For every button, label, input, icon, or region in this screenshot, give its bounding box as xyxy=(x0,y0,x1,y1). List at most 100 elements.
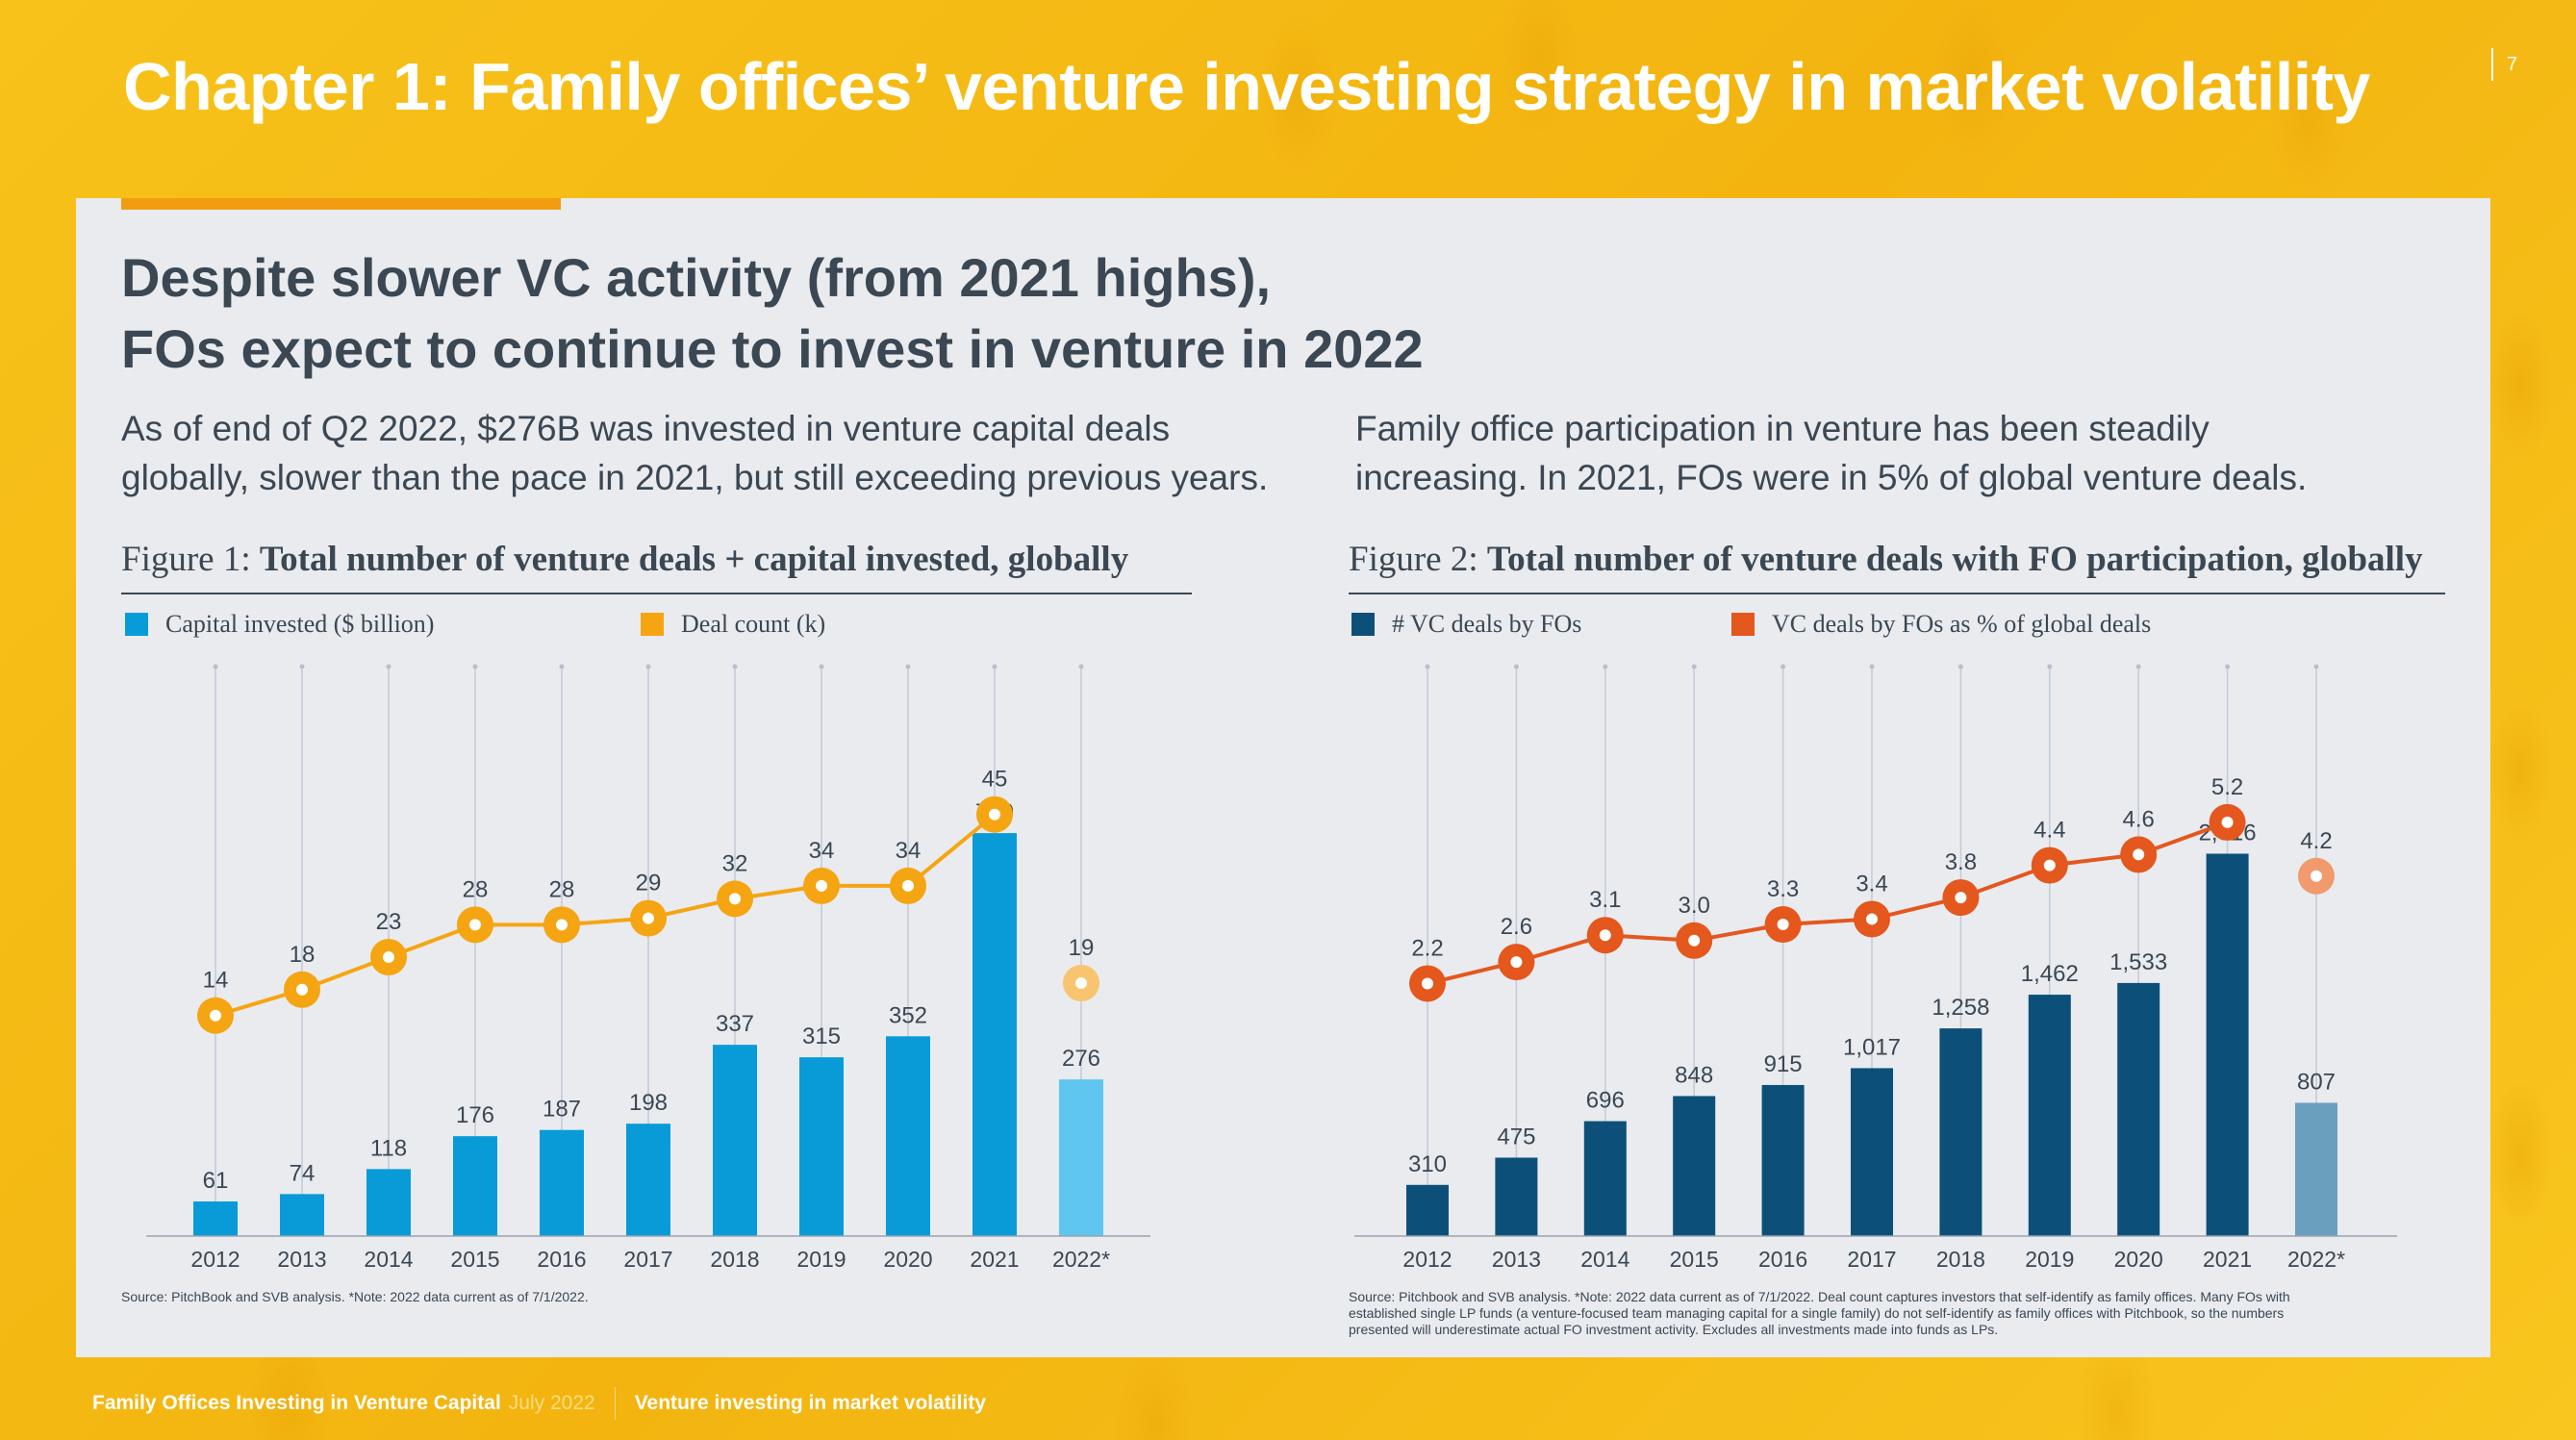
fig2-bar-label-2018: 1,258 xyxy=(1932,995,1989,1021)
legend-swatch-fo-deals xyxy=(1351,613,1375,636)
fig1-bar-label-2020: 352 xyxy=(889,1002,927,1028)
fig2-line-point-center xyxy=(1599,929,1611,942)
fig1-bar-label-2015: 176 xyxy=(456,1102,494,1128)
fig2-bar-2021 xyxy=(2206,853,2249,1236)
fig2-gridline-cap xyxy=(1513,664,1519,669)
fig1-bar-2014 xyxy=(366,1169,411,1236)
figure2-prefix: Figure 2: xyxy=(1349,540,1487,579)
fig2-x-tick-2019: 2019 xyxy=(2025,1247,2074,1272)
footer: Family Offices Investing in Venture Capi… xyxy=(92,1387,986,1420)
fig2-bar-label-2020: 1,533 xyxy=(2109,949,2167,975)
footer-publication: Family Offices Investing in Venture Capi… xyxy=(92,1392,501,1414)
accent-bar xyxy=(121,198,561,210)
fig1-line-label-2020: 34 xyxy=(896,838,922,864)
fig1-gridline-cap xyxy=(213,664,218,669)
fig1-line-point-center xyxy=(643,912,654,924)
fig2-bar-label-2015: 848 xyxy=(1675,1062,1713,1088)
figure2-source-line-1: Source: Pitchbook and SVB analysis. *Not… xyxy=(1349,1289,2290,1304)
fig2-gridline-cap xyxy=(2313,664,2319,669)
fig1-x-tick-2019: 2019 xyxy=(796,1247,846,1272)
fig1-x-tick-2020: 2020 xyxy=(883,1247,932,1272)
headline: Despite slower VC activity (from 2021 hi… xyxy=(121,242,1424,385)
fig1-bar-label-2018: 337 xyxy=(716,1011,754,1037)
figure1-legend-bars: Capital invested ($ billion) xyxy=(125,610,434,639)
fig2-line-point-center xyxy=(2133,848,2145,861)
fig2-gridline-cap xyxy=(1957,664,1963,669)
fig1-line-label-2017: 29 xyxy=(636,871,662,897)
fig1-line-label-2015: 28 xyxy=(463,876,489,902)
figure2-source: Source: Pitchbook and SVB analysis. *Not… xyxy=(1349,1289,2290,1338)
fig1-line-point-center xyxy=(210,1009,221,1022)
fig2-gridline-cap xyxy=(2047,664,2053,669)
figure2-legend-line: VC deals by FOs as % of global deals xyxy=(1731,610,2151,639)
fig2-line-label-2017: 3.4 xyxy=(1856,871,1887,897)
figure1-title: Figure 1: Total number of venture deals … xyxy=(121,539,1128,580)
fig1-line-segment xyxy=(906,813,997,888)
fig2-line-point-center xyxy=(2221,816,2234,828)
left-paragraph-line-2: globally, slower than the pace in 2021, … xyxy=(121,458,1269,497)
fig1-gridline-cap xyxy=(1078,664,1084,669)
figure1-source: Source: PitchBook and SVB analysis. *Not… xyxy=(121,1289,589,1304)
fig1-line-label-2012: 14 xyxy=(203,968,229,994)
fig1-bar-2015 xyxy=(453,1136,497,1236)
fig1-line-point-center xyxy=(902,879,914,892)
figure2-legend-line-label: VC deals by FOs as % of global deals xyxy=(1772,610,2152,638)
headline-line-2: FOs expect to continue to invest in vent… xyxy=(121,318,1424,379)
fig1-x-tick-2016: 2016 xyxy=(537,1247,586,1272)
fig2-gridline-cap xyxy=(1603,664,1608,669)
fig2-line-point-center xyxy=(1422,977,1433,990)
fig1-bar-2012 xyxy=(193,1201,238,1236)
fig1-x-tick-2015: 2015 xyxy=(450,1247,499,1272)
fig2-gridline-cap xyxy=(1869,664,1875,669)
figure2-source-line-2: established single LP funds (a venture-f… xyxy=(1349,1305,2285,1321)
left-paragraph: As of end of Q2 2022, $276B was invested… xyxy=(121,404,1268,502)
figure1-prefix: Figure 1: xyxy=(121,540,260,579)
figure2-source-line-3: presented will underestimate actual FO i… xyxy=(1349,1322,1999,1337)
fig2-bar-2013 xyxy=(1495,1157,1538,1236)
fig1-gridline-cap xyxy=(732,664,738,669)
figure1-title-rule xyxy=(121,593,1192,594)
fig1-gridline-cap xyxy=(645,664,651,669)
fig2-bar-2014 xyxy=(1583,1121,1627,1236)
fig1-bar-label-2019: 315 xyxy=(802,1023,841,1049)
fig1-line-point-center xyxy=(729,893,741,905)
fig1-gridline-cap xyxy=(905,664,911,669)
fig2-gridline-cap xyxy=(2135,664,2141,669)
fig2-line-point-center xyxy=(1688,934,1701,947)
fig1-line-label-2016: 28 xyxy=(549,876,575,902)
fig1-line-label-2019: 34 xyxy=(809,838,835,864)
fig1-gridline-cap xyxy=(992,664,998,669)
fig1-line-label-2022*: 19 xyxy=(1069,935,1095,961)
right-paragraph: Family office participation in venture h… xyxy=(1355,404,2307,502)
fig2-bar-2012 xyxy=(1406,1184,1449,1236)
fig2-line-label-2015: 3.0 xyxy=(1679,893,1710,919)
figure2-title-text: Total number of venture deals with FO pa… xyxy=(1486,540,2423,579)
fig2-x-tick-2014: 2014 xyxy=(1580,1247,1629,1272)
fig2-bar-2019 xyxy=(2028,995,2071,1236)
figure2-legend-bars-label: # VC deals by FOs xyxy=(1392,610,1582,638)
fig2-x-tick-2015: 2015 xyxy=(1670,1247,1719,1272)
fig1-line-point-center xyxy=(556,919,568,931)
fig1-line-label-2021: 45 xyxy=(982,767,1008,793)
page-number: 7 xyxy=(2491,48,2517,81)
fig2-line-label-2014: 3.1 xyxy=(1589,887,1621,913)
fig2-bar-label-2017: 1,017 xyxy=(1843,1034,1901,1060)
figure2-title: Figure 2: Total number of venture deals … xyxy=(1349,539,2423,580)
fig2-bar-2017 xyxy=(1851,1068,1893,1236)
fig1-gridline-cap xyxy=(299,664,305,669)
fig2-bar-label-2019: 1,462 xyxy=(2021,961,2079,987)
legend-swatch-fo-percent xyxy=(1731,613,1755,636)
fig2-bar-label-2013: 475 xyxy=(1497,1124,1535,1149)
fig2-bar-label-2012: 310 xyxy=(1408,1151,1447,1177)
fig2-x-tick-2021: 2021 xyxy=(2203,1247,2252,1272)
fig2-bar-2022* xyxy=(2295,1102,2337,1236)
fig1-bar-2013 xyxy=(280,1194,324,1236)
figure2-chart: 3104756968489151,0171,2581,4621,5332,316… xyxy=(1354,664,2397,1272)
figure2-legend-bars: # VC deals by FOs xyxy=(1351,610,1581,639)
fig2-line-label-2020: 4.6 xyxy=(2123,806,2155,832)
fig1-line-point-center xyxy=(1075,977,1087,990)
fig2-bar-2018 xyxy=(1939,1028,1983,1236)
fig2-bar-2015 xyxy=(1673,1096,1716,1236)
fig2-line-point-center xyxy=(1866,913,1878,925)
fig2-bar-2016 xyxy=(1761,1084,1805,1236)
